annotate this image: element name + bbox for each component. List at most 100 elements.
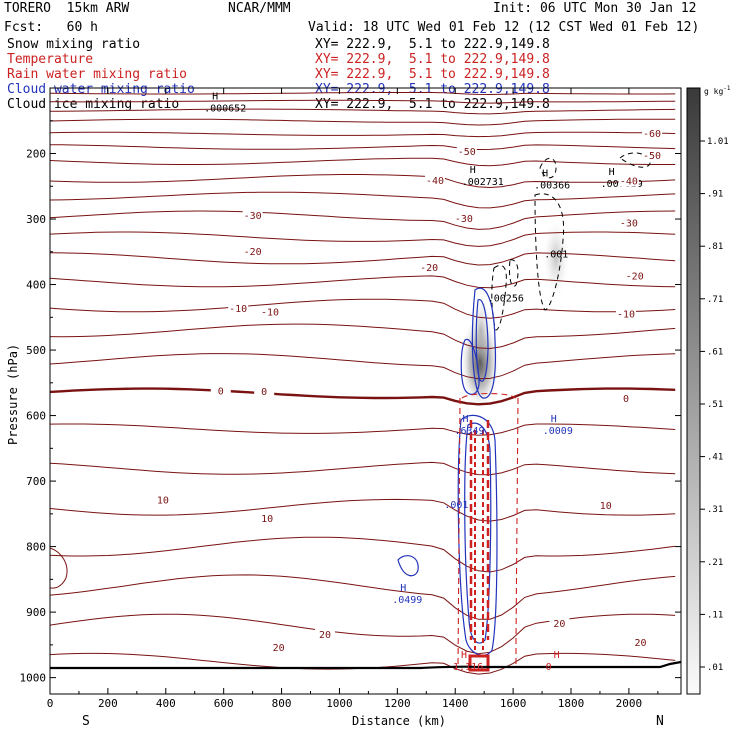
isotherm-label: -20	[626, 272, 644, 283]
colorbar-tick-label: .91	[707, 190, 723, 200]
isotherm-line	[50, 613, 676, 655]
colorbar-ramp	[686, 87, 701, 695]
isotherm-label: 0	[218, 386, 224, 397]
isotherm-line	[50, 574, 676, 620]
isotherm-label: 20	[634, 638, 646, 649]
isotherm-label-bg	[314, 628, 335, 641]
isotherm-label-bg	[210, 384, 231, 397]
isotherm-label-bg	[242, 244, 263, 257]
isotherm-line	[50, 353, 676, 380]
colorbar-tick-label: .41	[707, 453, 723, 463]
isotherm-label: -20	[244, 247, 262, 258]
x-tick-label: 1000	[326, 697, 353, 710]
isotherm-line	[50, 231, 676, 247]
cloud-water-lower-inner	[464, 422, 492, 644]
x-tick-label: 1600	[500, 697, 527, 710]
x-tick-label: 400	[156, 697, 176, 710]
maximum-value: .0009	[543, 426, 573, 437]
cloud-ice-contours	[491, 152, 651, 331]
x-tick-label: 1200	[384, 697, 411, 710]
isotherm-label: 10	[600, 501, 612, 512]
isotherm-label: -20	[420, 263, 438, 274]
isotherm-label-bg	[618, 174, 639, 187]
colorbar-tick-label: .11	[707, 610, 723, 620]
isotherm-line	[50, 99, 676, 104]
isotherm-line	[50, 157, 676, 167]
x-axis-south-label: S	[82, 714, 90, 729]
maximum-value: .001	[544, 250, 568, 261]
maximum-marker: H	[554, 650, 560, 661]
y-tick-label: 300	[26, 213, 46, 226]
colorbar-ticks: 1.01 .91 .81 .71 .61 .51 .41 .31 .21 .11 .01	[700, 137, 729, 673]
ice-contour-east	[509, 259, 519, 287]
y-tick-label: 200	[26, 148, 46, 161]
isotherm-label-bg	[595, 498, 616, 511]
rain-core-strong	[469, 420, 490, 640]
isotherm-bulge	[50, 547, 68, 589]
colorbar-tick-label: .01	[707, 663, 723, 673]
maximum-marker: H	[461, 650, 467, 661]
ice-contour-core	[491, 264, 507, 331]
isotherm-label: -30	[455, 214, 473, 225]
isotherm-label: -10	[229, 304, 247, 315]
isotherm-label-bg	[618, 216, 639, 229]
isotherm-label-bg	[616, 307, 637, 320]
isotherm-line	[50, 118, 676, 126]
maximum-value: .6349	[454, 426, 484, 437]
ice-contour-small	[539, 157, 557, 179]
isotherm-line	[50, 323, 676, 350]
isotherm-label-bg	[419, 261, 440, 274]
isotherm-label-bg	[259, 305, 280, 318]
maximum-value: .000652	[204, 104, 246, 115]
legend-temperature-section: XY= 222.9, 5.1 to 222.9,149.8	[315, 52, 550, 67]
colorbar-tick-label: .31	[707, 505, 723, 515]
y-tick-label: 1000	[20, 672, 47, 685]
legend-temperature-label: Temperature	[7, 52, 94, 67]
isotherm-label: -30	[620, 219, 638, 230]
isotherm-label: -50	[458, 147, 476, 158]
y-tick-label: 800	[26, 541, 46, 554]
plot-area: H.000652H.002731H.00366H.007829.001.0025…	[50, 92, 681, 675]
maximum-value: .002731	[462, 177, 504, 188]
isotherm-line	[50, 275, 676, 289]
y-tick-label: 400	[26, 279, 46, 292]
x-tick-label: 1400	[442, 697, 469, 710]
isotherm-label: 10	[157, 496, 169, 507]
ice-contour-northeast	[619, 152, 651, 168]
x-tick-label: 200	[98, 697, 118, 710]
isotherm-label: -40	[426, 176, 444, 187]
isotherm-label-bg	[624, 269, 645, 282]
isotherm-line	[50, 461, 676, 476]
maximum-marker: H	[551, 414, 557, 425]
forecast-hour: Fcst: 60 h	[4, 20, 98, 35]
isotherm-line	[50, 536, 676, 573]
model-title: TORERO 15km ARW	[4, 1, 130, 16]
isotherm-label-bg	[254, 384, 275, 397]
rain-top-dashed	[461, 392, 517, 399]
maximum-marker: H	[212, 92, 218, 103]
isotherm-line	[50, 498, 676, 522]
isotherm-label-bg	[228, 301, 249, 314]
maximum-value: .00366	[534, 180, 570, 191]
y-tick-label: 700	[26, 475, 46, 488]
colorbar-tick-label: .61	[707, 347, 723, 357]
rain-surface-max	[468, 654, 490, 672]
isotherm-label-bg	[456, 145, 477, 158]
isotherm-line	[50, 108, 676, 115]
isotherm-label: -10	[617, 310, 635, 321]
isotherm-label: 0	[261, 387, 267, 398]
legend-rain-label: Rain water mixing ratio	[7, 67, 188, 82]
isotherm-label-bg	[616, 392, 637, 405]
isotherm-label: 0	[623, 394, 629, 405]
isotherm-lines	[50, 92, 676, 675]
colorbar: 1.01 .91 .81 .71 .61 .51 .41 .31 .21 .11 .01 g kg-…	[686, 85, 731, 695]
legend-snow-label: Snow mixing ratio	[7, 37, 141, 52]
snow-shading-upper	[470, 290, 492, 370]
colorbar-tick-label: 1.01	[707, 137, 729, 147]
x-tick-label: 1800	[558, 697, 585, 710]
isotherm-line	[50, 298, 676, 319]
maxima-labels: H.000652H.002731H.00366H.007829.001.0025…	[204, 92, 643, 673]
maximum-value: .00256	[488, 294, 524, 305]
x-tick-label: 800	[272, 697, 292, 710]
